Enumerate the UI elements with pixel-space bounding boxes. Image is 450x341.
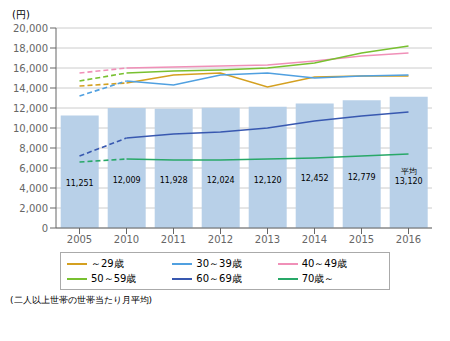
svg-text:8,000: 8,000 xyxy=(19,143,48,154)
html-text:70歳～: 70歳～ xyxy=(301,273,335,284)
svg-text:11,251: 11,251 xyxy=(66,178,94,187)
html-text:(二人以上世帯の世帯当たり月平均): (二人以上世帯の世帯当たり月平均) xyxy=(10,295,152,305)
svg-text:2016: 2016 xyxy=(396,234,421,245)
svg-text:12,024: 12,024 xyxy=(207,175,235,184)
html-text:50～59歳: 50～59歳 xyxy=(91,273,137,284)
html-text:(円): (円) xyxy=(12,9,30,20)
svg-text:2013: 2013 xyxy=(255,234,280,245)
html-text:～29歳: ～29歳 xyxy=(91,258,124,269)
svg-text:2014: 2014 xyxy=(302,234,327,245)
svg-text:2,000: 2,000 xyxy=(19,203,48,214)
svg-text:16,000: 16,000 xyxy=(13,63,48,74)
svg-text:2011: 2011 xyxy=(161,234,186,245)
svg-text:2015: 2015 xyxy=(349,234,374,245)
svg-text:10,000: 10,000 xyxy=(13,123,48,134)
svg-text:14,000: 14,000 xyxy=(13,83,48,94)
svg-text:0: 0 xyxy=(42,223,48,234)
svg-text:12,009: 12,009 xyxy=(113,175,141,184)
svg-text:2005: 2005 xyxy=(67,234,92,245)
svg-text:2012: 2012 xyxy=(208,234,233,245)
svg-text:6,000: 6,000 xyxy=(19,163,48,174)
svg-text:11,928: 11,928 xyxy=(160,176,188,185)
svg-text:18,000: 18,000 xyxy=(13,43,48,54)
svg-text:4,000: 4,000 xyxy=(19,183,48,194)
html-text:60～69歳: 60～69歳 xyxy=(196,273,242,284)
svg-text:12,000: 12,000 xyxy=(13,103,48,114)
html-text:40～49歳: 40～49歳 xyxy=(301,258,348,269)
svg-text:12,120: 12,120 xyxy=(254,175,282,184)
svg-text:平均13,120: 平均13,120 xyxy=(395,166,423,185)
html-text:30～39歳: 30～39歳 xyxy=(196,258,242,269)
svg-text:2010: 2010 xyxy=(114,234,139,245)
svg-text:12,452: 12,452 xyxy=(301,174,329,183)
svg-text:20,000: 20,000 xyxy=(13,23,48,34)
svg-text:12,779: 12,779 xyxy=(348,172,376,181)
